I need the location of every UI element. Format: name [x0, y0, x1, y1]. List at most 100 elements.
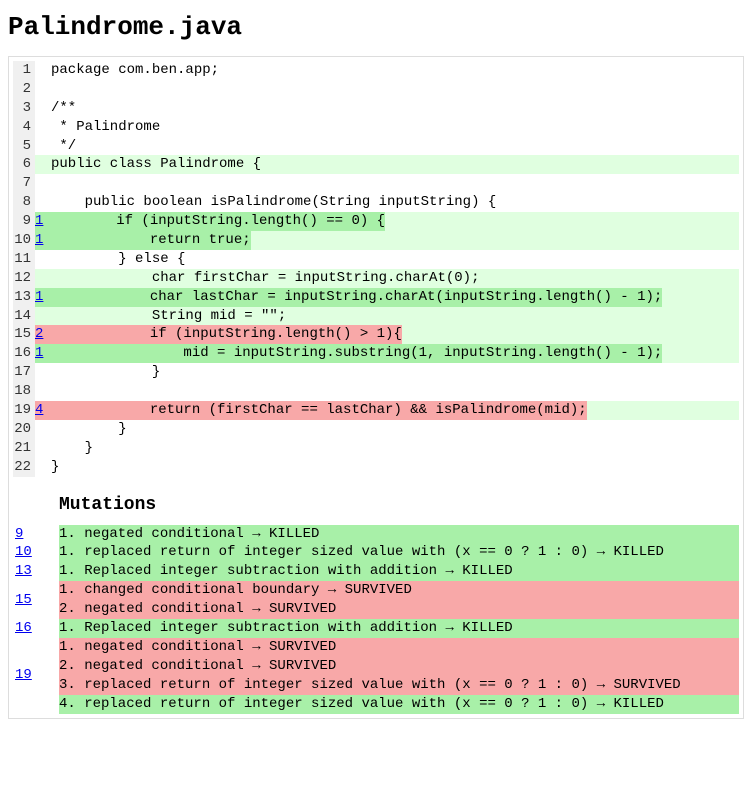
mutation-item: 2. negated conditional → SURVIVED [59, 600, 739, 619]
code-line: 22} [13, 458, 739, 477]
mutation-item: 2. negated conditional → SURVIVED [59, 657, 739, 676]
mutation-count-link [35, 250, 49, 269]
mutation-count-link [35, 307, 49, 326]
line-number: 12 [13, 269, 35, 288]
mutation-descriptions: 1. replaced return of integer sized valu… [55, 543, 739, 562]
mutation-count-link [35, 155, 49, 174]
code-line: 17 } [13, 363, 739, 382]
mutation-count-link [35, 174, 49, 193]
line-number: 15 [13, 325, 35, 344]
mutation-count-link[interactable]: 1 [35, 212, 49, 231]
mutations-table: 91. negated conditional → KILLED101. rep… [13, 525, 739, 714]
line-number: 6 [13, 155, 35, 174]
code-text [49, 80, 739, 99]
line-number: 20 [13, 420, 35, 439]
code-text: if (inputString.length() == 0) { [49, 212, 739, 231]
code-line: 4 * Palindrome [13, 118, 739, 137]
code-text: } [49, 420, 739, 439]
code-text: String mid = ""; [49, 307, 739, 326]
line-number: 4 [13, 118, 35, 137]
line-number: 22 [13, 458, 35, 477]
mutation-count-link[interactable]: 2 [35, 325, 49, 344]
mutation-count-link [35, 458, 49, 477]
code-line: 18 [13, 382, 739, 401]
code-line: 152 if (inputString.length() > 1){ [13, 325, 739, 344]
line-number: 11 [13, 250, 35, 269]
line-number: 9 [13, 212, 35, 231]
mutation-count-link [35, 99, 49, 118]
code-text: public boolean isPalindrome(String input… [49, 193, 739, 212]
mutation-count-link [35, 382, 49, 401]
line-number: 10 [13, 231, 35, 250]
mutation-item: 4. replaced return of integer sized valu… [59, 695, 739, 714]
code-text: char firstChar = inputString.charAt(0); [49, 269, 739, 288]
line-number: 19 [13, 401, 35, 420]
mutation-line-link[interactable]: 19 [13, 638, 55, 714]
mutation-count-link [35, 80, 49, 99]
mutation-count-link [35, 269, 49, 288]
code-line: 2 [13, 80, 739, 99]
mutation-item: 1. negated conditional → SURVIVED [59, 638, 739, 657]
mutation-count-link [35, 193, 49, 212]
code-table: 1package com.ben.app;23/**4 * Palindrome… [13, 61, 739, 477]
line-number: 21 [13, 439, 35, 458]
line-number: 14 [13, 307, 35, 326]
code-line: 21 } [13, 439, 739, 458]
line-number: 8 [13, 193, 35, 212]
code-text: } [49, 363, 739, 382]
mutation-row: 161. Replaced integer subtraction with a… [13, 619, 739, 638]
code-line: 91 if (inputString.length() == 0) { [13, 212, 739, 231]
mutation-row: 91. negated conditional → KILLED [13, 525, 739, 544]
code-line: 12 char firstChar = inputString.charAt(0… [13, 269, 739, 288]
mutation-count-link [35, 363, 49, 382]
mutation-row: 151. changed conditional boundary → SURV… [13, 581, 739, 619]
code-line: 131 char lastChar = inputString.charAt(i… [13, 288, 739, 307]
code-line: 161 mid = inputString.substring(1, input… [13, 344, 739, 363]
code-text: if (inputString.length() > 1){ [49, 325, 739, 344]
mutation-count-link [35, 137, 49, 156]
mutation-count-link [35, 118, 49, 137]
mutation-count-link[interactable]: 1 [35, 288, 49, 307]
mutation-row: 131. Replaced integer subtraction with a… [13, 562, 739, 581]
code-text: public class Palindrome { [49, 155, 739, 174]
mutation-row: 101. replaced return of integer sized va… [13, 543, 739, 562]
mutation-line-link[interactable]: 13 [13, 562, 55, 581]
code-text: } [49, 439, 739, 458]
line-number: 16 [13, 344, 35, 363]
mutation-item: 1. negated conditional → KILLED [59, 525, 739, 544]
mutation-count-link [35, 420, 49, 439]
mutation-line-link[interactable]: 9 [13, 525, 55, 544]
mutation-line-link[interactable]: 10 [13, 543, 55, 562]
code-line: 6 public class Palindrome { [13, 155, 739, 174]
mutation-count-link[interactable]: 1 [35, 231, 49, 250]
page-title: Palindrome.java [8, 12, 744, 42]
line-number: 5 [13, 137, 35, 156]
code-line: 5 */ [13, 137, 739, 156]
code-line: 11 } else { [13, 250, 739, 269]
code-text: } else { [49, 250, 739, 269]
mutation-descriptions: 1. Replaced integer subtraction with add… [55, 619, 739, 638]
mutation-line-link[interactable]: 15 [13, 581, 55, 619]
code-text: * Palindrome [49, 118, 739, 137]
line-number: 13 [13, 288, 35, 307]
mutation-descriptions: 1. negated conditional → SURVIVED2. nega… [55, 638, 739, 714]
line-number: 7 [13, 174, 35, 193]
mutation-count-link [35, 61, 49, 80]
code-text: char lastChar = inputString.charAt(input… [49, 288, 739, 307]
line-number: 17 [13, 363, 35, 382]
code-text: */ [49, 137, 739, 156]
mutation-item: 1. changed conditional boundary → SURVIV… [59, 581, 739, 600]
code-text: package com.ben.app; [49, 61, 739, 80]
line-number: 2 [13, 80, 35, 99]
code-line: 1package com.ben.app; [13, 61, 739, 80]
mutation-count-link [35, 439, 49, 458]
mutation-item: 1. replaced return of integer sized valu… [59, 543, 739, 562]
code-text [49, 382, 739, 401]
code-line: 101 return true; [13, 231, 739, 250]
code-line: 7 [13, 174, 739, 193]
mutation-count-link[interactable]: 1 [35, 344, 49, 363]
mutation-line-link[interactable]: 16 [13, 619, 55, 638]
code-line: 3/** [13, 99, 739, 118]
code-text: } [49, 458, 739, 477]
mutation-count-link[interactable]: 4 [35, 401, 49, 420]
